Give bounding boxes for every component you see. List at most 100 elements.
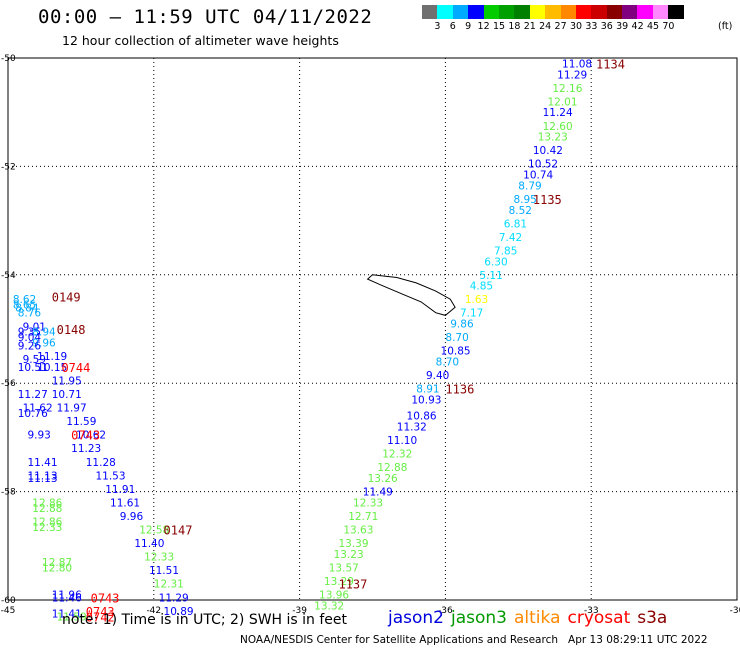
wave-height-value: 11.27 xyxy=(18,389,48,401)
wave-height-value: 11.95 xyxy=(52,375,82,387)
wave-height-value: 10.51 xyxy=(18,362,48,374)
satellite-legend: jason2 jason3 altika cryosat s3a xyxy=(388,608,674,628)
wave-height-value: 9.96 xyxy=(120,511,144,523)
wave-height-value: 4.85 xyxy=(470,281,493,293)
scale-tick-label: 36 xyxy=(600,21,613,32)
scale-swatch xyxy=(483,5,499,19)
satellite-jason3: jason3 xyxy=(451,608,507,628)
wave-height-value: 9.35 xyxy=(18,327,41,339)
wave-height-value: 13.23 xyxy=(538,132,568,144)
wave-height-value: 9.96 xyxy=(32,338,56,350)
wave-height-value: 10.62 xyxy=(76,430,106,442)
scale-tick-label: 18 xyxy=(508,21,521,32)
scale-swatch xyxy=(514,5,530,19)
wave-height-value: 11.29 xyxy=(159,592,189,604)
wave-height-value: 11.53 xyxy=(95,470,125,482)
wave-height-value: 12.88 xyxy=(32,503,62,515)
x-tick-label: -36 xyxy=(438,606,453,616)
wave-height-value: 12.87 xyxy=(42,557,72,569)
scale-tick-label: 33 xyxy=(585,21,598,32)
wave-height-value: 7.85 xyxy=(494,245,517,257)
pass-time-label: 1136 xyxy=(445,383,474,397)
wave-height-value: 8.70 xyxy=(436,357,459,369)
wave-height-value: 12.86 xyxy=(32,516,62,528)
wave-height-value: 12.71 xyxy=(348,511,378,523)
wave-height-value: 12.33 xyxy=(32,522,62,534)
color-scale-legend xyxy=(422,5,684,19)
wave-height-value: 7.17 xyxy=(460,308,483,320)
color-scale-ticks: 3 6 9 12 15 18 21 24 27 30 33 36 39 42 45 70 xyxy=(422,21,740,35)
y-tick-label: -58 xyxy=(1,488,16,498)
wave-height-value: 13.96 xyxy=(319,590,349,602)
wave-height-value: 13.57 xyxy=(329,562,359,574)
credit-text: NOAA/NESDIS Center for Satellite Applica… xyxy=(240,634,708,646)
wave-height-value: 6.30 xyxy=(484,256,507,268)
wave-height-value: 12.16 xyxy=(552,83,582,95)
scale-swatch xyxy=(591,5,607,19)
scale-tick-label: 15 xyxy=(492,21,506,32)
satellite-altika: altika xyxy=(514,608,561,628)
y-tick-label: -52 xyxy=(1,162,16,172)
wave-height-value: 11.49 xyxy=(363,487,393,499)
wave-height-value: 11.96 xyxy=(52,590,82,602)
x-tick-label: -39 xyxy=(292,606,307,616)
color-scale-unit: (ft) xyxy=(718,21,733,32)
wave-height-value: 11.46 xyxy=(52,592,82,604)
wave-height-value: 1.63 xyxy=(465,294,488,306)
wave-height-value: 10.93 xyxy=(411,394,441,406)
scale-swatch xyxy=(529,5,546,19)
x-tick-label: -33 xyxy=(584,606,599,616)
wave-height-value: 8.79 xyxy=(518,180,541,192)
wave-height-value: 12.33 xyxy=(353,497,383,509)
pass-time-label: 0148 xyxy=(57,323,86,337)
wave-height-value: 13.23 xyxy=(334,549,364,561)
scale-tick-label: 27 xyxy=(554,21,567,32)
wave-height-value: 11.97 xyxy=(57,403,87,415)
wave-height-value: 13.26 xyxy=(368,473,398,485)
scale-tick-label: 3 xyxy=(434,21,441,32)
wave-height-value: 10.85 xyxy=(441,346,471,358)
scale-tick-label: 30 xyxy=(569,21,583,32)
wave-height-value: 8.95 xyxy=(513,194,536,206)
wave-height-value: 6.81 xyxy=(504,218,527,230)
wave-height-value: 11.41 xyxy=(27,457,57,469)
wave-height-value: 8.76 xyxy=(18,308,42,320)
x-tick-label: -42 xyxy=(146,606,161,616)
x-tick-label: -30 xyxy=(730,606,740,616)
wave-height-value: 11.32 xyxy=(397,422,427,434)
wave-height-value: 9.26 xyxy=(18,340,42,352)
wave-height-value: 13.32 xyxy=(314,600,344,612)
wave-height-value: 12.86 xyxy=(32,497,62,509)
wave-height-value: 12.88 xyxy=(377,462,407,474)
scale-swatch xyxy=(422,5,438,19)
scale-swatch xyxy=(437,5,453,19)
chart-subtitle: 12 hour collection of altimeter wave hei… xyxy=(62,33,339,48)
scale-swatch xyxy=(652,5,669,19)
wave-height-value: 12.01 xyxy=(547,96,577,108)
wave-height-value: 9.86 xyxy=(450,319,474,331)
pass-time-label: 0743 xyxy=(71,429,100,443)
wave-height-value: 10.52 xyxy=(528,159,558,171)
satellite-cryosat: cryosat xyxy=(567,608,631,628)
wave-height-value: 11.41 xyxy=(52,609,82,621)
x-tick-label: -45 xyxy=(1,606,16,616)
satellite-jason2: jason2 xyxy=(388,608,444,628)
wave-height-value: 8.62 xyxy=(13,294,36,306)
wave-height-value: 10.42 xyxy=(533,145,563,157)
scale-tick-label: 12 xyxy=(477,21,490,32)
wave-height-value: 10.86 xyxy=(407,411,437,423)
pass-time-label: 1137 xyxy=(338,578,367,592)
scale-tick-label: 24 xyxy=(539,21,552,32)
scale-tick-label: 42 xyxy=(631,21,644,32)
scale-swatch xyxy=(545,5,561,19)
note-text: note: 1) Time is in UTC; 2) SWH is in fe… xyxy=(62,612,348,628)
scale-tick-label: 9 xyxy=(465,21,472,32)
wave-height-value: 11.51 xyxy=(149,565,179,577)
wave-height-value: 8.52 xyxy=(509,205,532,217)
wave-height-value: 12.31 xyxy=(154,579,184,591)
scale-swatch xyxy=(560,5,576,19)
wave-height-value: 11.61 xyxy=(110,497,140,509)
scale-swatch xyxy=(668,5,684,19)
wave-height-value: 12.80 xyxy=(42,562,72,574)
